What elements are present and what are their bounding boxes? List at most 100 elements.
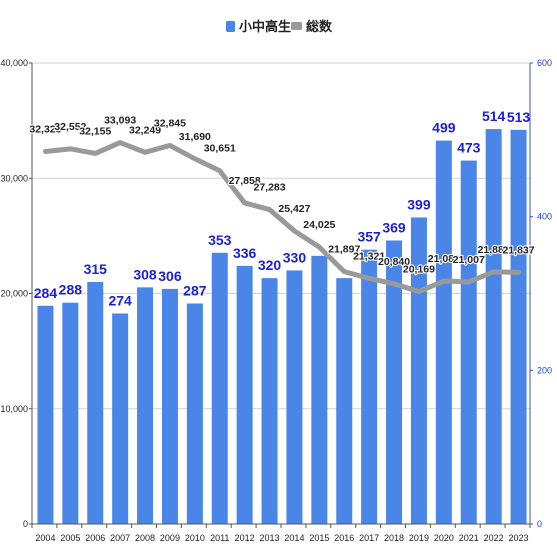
bar xyxy=(112,313,129,524)
bar xyxy=(311,255,328,524)
line-data-label: 21,881 xyxy=(478,244,510,256)
line-data-label: 31,690 xyxy=(179,131,211,143)
left-tick-label: 0 xyxy=(23,519,28,529)
line-data-label: 21,007 xyxy=(453,254,485,266)
x-tick-label: 2023 xyxy=(509,533,529,543)
x-tick-label: 2022 xyxy=(484,533,504,543)
x-tick-label: 2005 xyxy=(60,533,80,543)
bar-data-label: 320 xyxy=(258,257,282,273)
bar-data-label: 308 xyxy=(133,266,157,282)
line-data-label: 27,283 xyxy=(253,182,285,194)
right-tick-label: 0 xyxy=(537,519,542,529)
bar-data-label: 315 xyxy=(84,261,108,277)
line-data-label: 33,093 xyxy=(104,115,136,127)
line-data-label: 21,321 xyxy=(353,250,385,262)
legend-label-line: 総数 xyxy=(306,19,333,35)
right-y-axis: 0 200 400 600 xyxy=(529,58,552,529)
x-tick-label: 2006 xyxy=(85,533,105,543)
legend-label-bar: 小中高生 xyxy=(239,19,291,35)
right-tick-label: 400 xyxy=(537,212,552,222)
bar xyxy=(186,303,203,524)
bar xyxy=(137,287,154,524)
x-tick-label: 2018 xyxy=(384,533,404,543)
x-tick-label: 2020 xyxy=(434,533,454,543)
bar-data-label: 473 xyxy=(457,140,481,156)
bar-data-label: 357 xyxy=(357,229,381,245)
bar-data-label: 336 xyxy=(233,245,257,261)
x-tick-label: 2004 xyxy=(35,533,55,543)
x-tick-label: 2011 xyxy=(210,533,229,543)
line-data-label: 21,081 xyxy=(428,253,460,265)
total-line xyxy=(42,140,522,295)
bar xyxy=(161,288,178,524)
x-tick-label: 2017 xyxy=(359,533,379,543)
right-tick-label: 600 xyxy=(537,58,552,68)
bar xyxy=(62,302,79,524)
x-tick-label: 2021 xyxy=(459,533,479,543)
x-tick-label: 2010 xyxy=(185,533,205,543)
x-tick-label: 2016 xyxy=(334,533,354,543)
left-tick-label: 10,000 xyxy=(0,404,28,414)
bar-data-label: 274 xyxy=(108,292,132,308)
x-tick-label: 2008 xyxy=(135,533,155,543)
x-axis: 2004 2005 2006 2007 2008 2009 2010 2011 2012 2013… xyxy=(31,523,531,543)
bar xyxy=(460,160,477,524)
line-data-label: 32,845 xyxy=(154,117,186,129)
bar xyxy=(435,140,452,524)
bar-data-label: 499 xyxy=(432,120,456,136)
bar xyxy=(286,270,303,524)
bar-data-label: 288 xyxy=(59,282,83,298)
line-data-label: 21,897 xyxy=(328,244,360,256)
line-data-label: 32,325 xyxy=(29,123,61,135)
bar xyxy=(87,281,104,524)
legend: 小中高生 総数 xyxy=(226,19,333,35)
bar-data-label: 287 xyxy=(183,282,207,298)
legend-swatch-line xyxy=(291,22,302,30)
x-tick-label: 2007 xyxy=(110,533,130,543)
bar-data-label: 353 xyxy=(208,232,232,248)
line-series xyxy=(42,140,522,295)
bar xyxy=(211,252,228,525)
bar-data-label: 284 xyxy=(34,285,58,301)
line-data-label: 20,840 xyxy=(378,256,410,268)
left-tick-label: 40,000 xyxy=(0,58,28,68)
x-tick-label: 2015 xyxy=(309,533,329,543)
x-tick-label: 2014 xyxy=(284,533,304,543)
bar-series xyxy=(37,129,527,525)
bar-data-label: 306 xyxy=(158,268,182,284)
bar xyxy=(510,129,527,524)
right-tick-label: 200 xyxy=(537,365,552,375)
x-tick-label: 2009 xyxy=(160,533,180,543)
bar-data-label: 399 xyxy=(407,196,431,212)
bar xyxy=(386,240,403,525)
line-data-label: 32,552 xyxy=(54,121,86,133)
left-tick-label: 20,000 xyxy=(0,289,28,299)
line-data-label: 21,837 xyxy=(502,244,534,256)
x-tick-label: 2019 xyxy=(409,533,429,543)
bar-data-label: 330 xyxy=(283,249,307,265)
x-tick-label: 2013 xyxy=(260,533,280,543)
legend-swatch-bar xyxy=(226,21,235,32)
bar xyxy=(485,129,502,524)
bar xyxy=(336,278,353,524)
left-y-axis: 0 10,000 20,000 30,000 40,000 xyxy=(0,58,33,529)
bar xyxy=(37,305,54,524)
line-data-label: 27,858 xyxy=(229,175,261,187)
bar-data-label: 369 xyxy=(382,219,406,235)
left-tick-label: 30,000 xyxy=(0,173,28,183)
bar xyxy=(361,249,378,524)
bar xyxy=(410,217,427,524)
line-data-label: 20,169 xyxy=(403,264,435,276)
line-data-label: 32,249 xyxy=(129,124,161,136)
line-data-label: 25,427 xyxy=(278,203,310,215)
bar xyxy=(236,265,253,524)
line-data-label: 24,025 xyxy=(303,219,335,231)
bar-data-label: 513 xyxy=(507,109,531,125)
bar xyxy=(261,278,278,524)
x-tick-label: 2012 xyxy=(235,533,255,543)
line-data-label: 32,155 xyxy=(79,125,111,137)
bar-data-label: 514 xyxy=(482,108,506,124)
